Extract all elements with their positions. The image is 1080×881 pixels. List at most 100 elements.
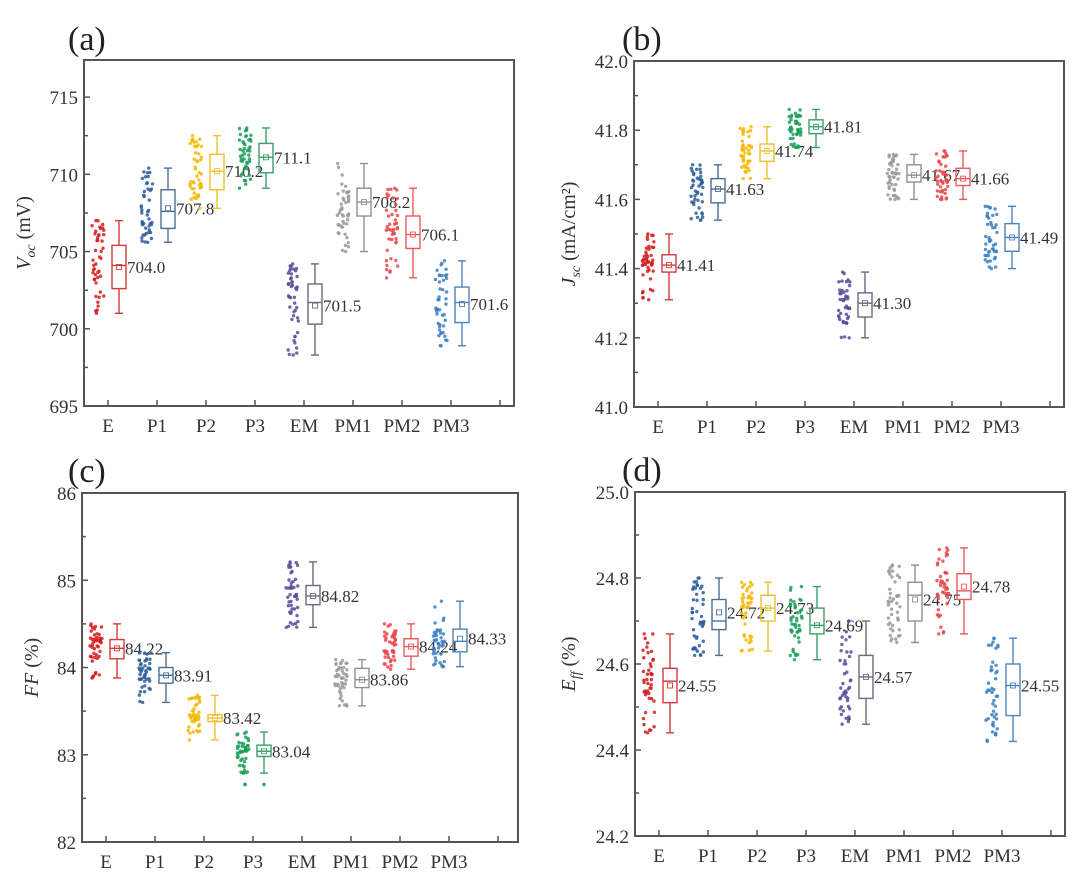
data-point bbox=[743, 622, 747, 626]
mean-value-label: 41.67 bbox=[922, 166, 961, 185]
mean-marker bbox=[912, 596, 918, 603]
box-group-pm2: 706.1 bbox=[384, 186, 459, 280]
data-point bbox=[646, 232, 650, 236]
data-point bbox=[843, 659, 847, 663]
mean-marker bbox=[961, 583, 967, 590]
data-point bbox=[93, 232, 97, 236]
data-point bbox=[289, 565, 293, 569]
data-point bbox=[742, 583, 747, 587]
data-point bbox=[747, 152, 751, 156]
box-group-p2: 710.2 bbox=[188, 134, 263, 210]
data-point bbox=[150, 220, 154, 225]
data-point bbox=[696, 576, 700, 580]
data-point bbox=[943, 187, 948, 192]
data-point bbox=[383, 655, 387, 659]
data-point bbox=[643, 261, 648, 265]
data-point bbox=[891, 193, 895, 198]
panel-b-jsc: (b) 41.0 41.2 41.4 41.6 41.8 42.0 Jsc (mA/cm²) E… bbox=[558, 21, 1065, 438]
data-point bbox=[986, 250, 991, 254]
data-point bbox=[197, 715, 201, 719]
data-point bbox=[992, 687, 996, 692]
data-point bbox=[341, 189, 345, 193]
data-point bbox=[741, 176, 745, 181]
x-category-label: E bbox=[100, 852, 112, 873]
data-point bbox=[244, 735, 248, 739]
data-point bbox=[396, 264, 400, 268]
y-tick-label: 705 bbox=[50, 243, 79, 264]
mean-value-label: 84.33 bbox=[468, 630, 506, 649]
data-point bbox=[287, 295, 291, 299]
data-point bbox=[840, 279, 844, 283]
data-point bbox=[386, 187, 390, 192]
data-point bbox=[795, 619, 799, 623]
data-point bbox=[645, 672, 650, 676]
data-point bbox=[743, 151, 747, 155]
mean-value-label: 84.82 bbox=[321, 587, 359, 606]
data-point bbox=[944, 151, 948, 155]
data-point bbox=[792, 142, 797, 146]
data-point bbox=[748, 584, 752, 589]
data-point bbox=[439, 651, 443, 656]
data-point bbox=[245, 167, 249, 171]
mean-value-label: 24.55 bbox=[1021, 677, 1059, 696]
data-point bbox=[888, 633, 892, 638]
data-point bbox=[95, 308, 99, 312]
data-point bbox=[945, 578, 949, 582]
panel-a-voc: (a) 695 700 705 710 715 Voc (mV) E P1 P2 P3 EM PM1 PM… bbox=[13, 21, 515, 437]
data-point bbox=[991, 213, 995, 218]
data-point bbox=[939, 581, 943, 585]
data-point bbox=[341, 219, 345, 223]
data-point bbox=[797, 623, 801, 628]
data-point bbox=[993, 265, 998, 269]
mean-marker bbox=[666, 262, 672, 269]
data-point bbox=[741, 605, 745, 610]
data-point bbox=[748, 176, 753, 180]
data-point bbox=[887, 162, 892, 166]
data-point bbox=[143, 659, 147, 663]
mean-value-label: 83.42 bbox=[223, 709, 261, 728]
data-point bbox=[193, 167, 198, 171]
y-axis-title: Voc (mV) bbox=[13, 196, 39, 270]
data-point bbox=[984, 242, 988, 246]
data-point bbox=[838, 311, 843, 316]
data-point bbox=[140, 236, 144, 240]
data-point bbox=[846, 719, 851, 724]
data-point bbox=[991, 720, 995, 725]
data-point bbox=[94, 670, 98, 675]
data-point bbox=[287, 578, 291, 582]
data-point bbox=[442, 312, 446, 317]
data-point bbox=[239, 174, 243, 178]
data-point bbox=[944, 197, 948, 201]
data-point bbox=[140, 211, 144, 215]
data-point bbox=[896, 616, 900, 620]
data-point bbox=[334, 662, 338, 666]
data-point bbox=[846, 704, 851, 709]
box-iqr bbox=[454, 286, 470, 324]
mean-value-label: 83.91 bbox=[174, 666, 212, 685]
data-point bbox=[838, 317, 842, 322]
mean-marker bbox=[214, 168, 220, 175]
data-point bbox=[340, 676, 344, 680]
data-point bbox=[342, 703, 347, 707]
data-point bbox=[248, 145, 252, 149]
data-point bbox=[945, 179, 949, 183]
data-point bbox=[393, 629, 397, 633]
data-point bbox=[337, 231, 341, 236]
data-point bbox=[890, 164, 894, 168]
data-point bbox=[840, 635, 844, 639]
data-point bbox=[433, 605, 437, 609]
box-iqr bbox=[857, 292, 873, 318]
data-point bbox=[340, 173, 344, 177]
data-point bbox=[649, 664, 653, 669]
data-point bbox=[93, 273, 98, 277]
data-point bbox=[888, 591, 893, 596]
data-point bbox=[846, 619, 851, 623]
data-point bbox=[295, 563, 300, 567]
data-point bbox=[847, 283, 852, 288]
data-point bbox=[386, 624, 390, 628]
data-point bbox=[796, 636, 801, 640]
data-point bbox=[794, 653, 798, 658]
x-category-label: PM3 bbox=[431, 852, 468, 873]
data-point bbox=[944, 592, 948, 596]
data-point bbox=[641, 716, 646, 721]
